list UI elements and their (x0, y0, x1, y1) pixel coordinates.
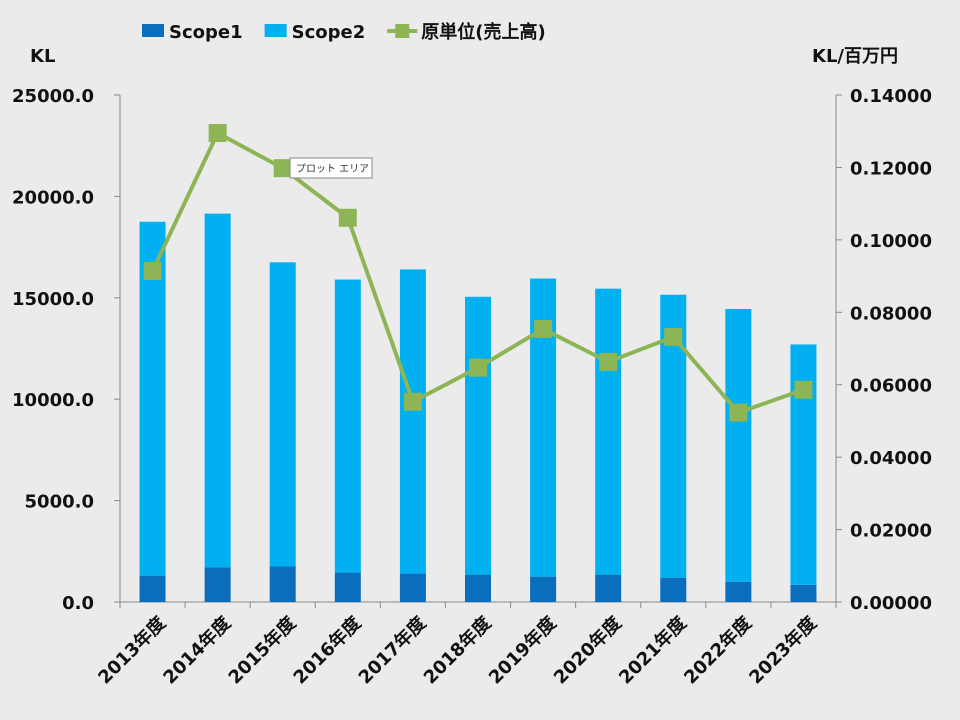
line-marker (469, 358, 487, 377)
line-marker (338, 208, 357, 227)
tooltip-text: プロット エリア (296, 163, 369, 175)
y-left-tick-label: 5000.0 (25, 492, 94, 513)
y-left-axis-label: KL (30, 46, 55, 67)
bar-scope2 (334, 279, 361, 573)
line-marker (273, 159, 292, 178)
y-right-tick-label: 0.06000 (850, 376, 932, 397)
legend-label: 原単位(売上高) (421, 21, 545, 43)
bar-scope1 (790, 584, 817, 602)
bar-scope1 (660, 577, 687, 602)
bar-scope1 (530, 576, 557, 602)
bar-scope2 (465, 296, 491, 575)
plot-area-tooltip: プロット エリア (289, 157, 373, 179)
y-right-tick-label: 0.12000 (850, 158, 932, 179)
y-left-tick-label: 25000.0 (12, 86, 94, 107)
x-tick-label: 2016年度 (289, 611, 366, 688)
bar-scope1 (399, 573, 426, 602)
bar-scope1 (139, 575, 166, 602)
bar-scope1 (334, 572, 361, 602)
x-tick-label: 2020年度 (549, 611, 626, 688)
y-right-tick-label: 0.00000 (850, 593, 932, 614)
bar-scope2 (204, 213, 231, 568)
line-marker (403, 392, 422, 411)
legend-label: Scope2 (292, 22, 366, 43)
line-marker (729, 403, 748, 422)
bar-scope2 (399, 269, 426, 574)
bars (139, 213, 817, 602)
legend-swatch (264, 24, 287, 37)
bar-scope1 (465, 574, 491, 602)
line-marker (534, 319, 553, 338)
y-left-tick-label: 15000.0 (12, 289, 94, 310)
x-tick-label: 2022年度 (679, 611, 756, 688)
x-tick-label: 2021年度 (614, 611, 691, 688)
bar-scope1 (204, 567, 231, 602)
line-marker (208, 124, 227, 143)
y-right-axis-label: KL/百万円 (812, 46, 898, 67)
x-tick-label: 2015年度 (224, 611, 301, 688)
legend-swatch (142, 24, 164, 37)
y-left-tick-label: 0.0 (62, 593, 94, 614)
y-right-tick-label: 0.14000 (850, 86, 932, 107)
y-left-tick-label: 20000.0 (12, 187, 94, 208)
x-tick-label: 2017年度 (354, 611, 431, 688)
x-axis-labels: 2013年度2014年度2015年度2016年度2017年度2018年度2019… (94, 611, 822, 688)
x-tick-label: 2018年度 (419, 611, 496, 688)
y-right-tick-label: 0.02000 (850, 521, 932, 542)
bar-scope1 (269, 566, 296, 602)
y-left-tick-label: 10000.0 (12, 390, 94, 411)
bar-scope2 (725, 308, 752, 582)
line-series (143, 124, 813, 422)
x-tick-label: 2013年度 (94, 611, 171, 688)
x-tick-label: 2014年度 (159, 611, 236, 688)
bar-scope1 (725, 581, 752, 602)
y-right-tick-label: 0.04000 (850, 448, 932, 469)
legend: Scope1 Scope2 原単位(売上高) (142, 21, 546, 43)
y-right-tick-label: 0.08000 (850, 303, 932, 324)
bar-scope2 (595, 288, 622, 575)
line-marker (599, 352, 618, 371)
line-marker (794, 380, 813, 399)
x-tick-label: 2023年度 (745, 611, 822, 688)
legend-label: Scope1 (169, 22, 243, 43)
bar-scope2 (139, 221, 166, 576)
legend-marker (395, 24, 410, 38)
line-marker (664, 327, 683, 346)
bar-scope2 (269, 262, 296, 567)
axes: 0.0 5000.0 10000.0 15000.0 20000.0 25000.0 0.0… (12, 86, 932, 614)
bar-scope1 (595, 574, 622, 602)
line-marker (143, 262, 162, 281)
y-right-tick-label: 0.10000 (850, 231, 932, 252)
x-tick-label: 2019年度 (484, 611, 561, 688)
bar-scope2 (790, 344, 817, 585)
